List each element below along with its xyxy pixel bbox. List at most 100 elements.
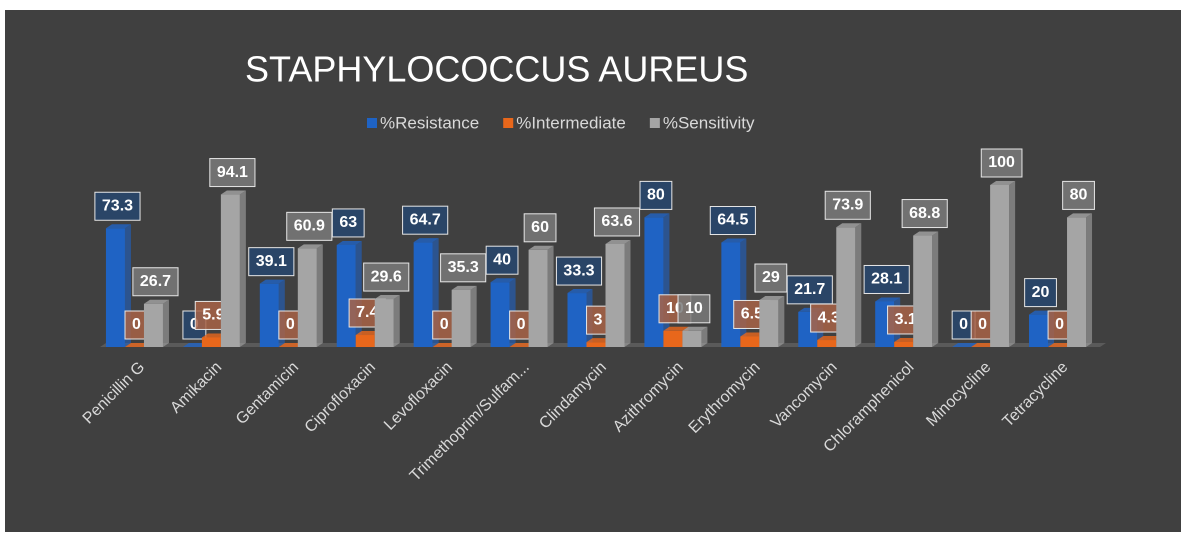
bar-side bbox=[547, 245, 554, 347]
data-label-box bbox=[331, 208, 365, 238]
data-label: 39.1 bbox=[248, 247, 295, 277]
bar bbox=[990, 185, 1010, 347]
legend-label: %Sensitivity bbox=[663, 113, 755, 132]
bar bbox=[336, 244, 356, 347]
bar-side bbox=[355, 240, 362, 347]
data-label-text: 60.9 bbox=[294, 218, 325, 235]
data-label-text: 0 bbox=[1055, 316, 1064, 333]
bar bbox=[721, 242, 741, 347]
data-label-text: 63.6 bbox=[601, 213, 632, 230]
bar-side bbox=[855, 223, 862, 347]
data-label-text: 100 bbox=[988, 154, 1015, 171]
data-label-box bbox=[824, 190, 871, 220]
legend-swatch bbox=[503, 118, 514, 128]
data-label-box bbox=[754, 263, 788, 293]
data-label-text: 3 bbox=[594, 311, 603, 328]
bar bbox=[586, 342, 606, 347]
data-label-text: 26.7 bbox=[140, 273, 171, 290]
bar-top bbox=[971, 343, 997, 347]
data-label-text: 28.1 bbox=[871, 271, 902, 288]
bar bbox=[605, 243, 625, 347]
bar-top bbox=[721, 238, 747, 243]
bar-top bbox=[201, 333, 227, 338]
bar-top bbox=[451, 285, 477, 290]
bar-top bbox=[663, 326, 689, 331]
data-label-box bbox=[593, 207, 641, 237]
bar bbox=[913, 235, 933, 347]
data-label-text: 0 bbox=[286, 316, 295, 333]
data-label-text: 0 bbox=[440, 316, 449, 333]
bar-top bbox=[1048, 343, 1074, 347]
bar bbox=[374, 299, 394, 347]
bar-side bbox=[624, 239, 631, 347]
bar-top bbox=[1067, 213, 1093, 218]
data-label-box bbox=[709, 206, 756, 236]
bar-top bbox=[644, 213, 670, 218]
data-label: 68.8 bbox=[901, 199, 948, 229]
bar-top bbox=[759, 296, 785, 301]
bar-top bbox=[220, 190, 246, 195]
bar bbox=[528, 249, 548, 347]
bar bbox=[836, 227, 856, 347]
data-label-box bbox=[440, 253, 487, 283]
bar-side bbox=[740, 238, 747, 347]
bar-top bbox=[894, 337, 920, 342]
data-label: 35.3 bbox=[440, 253, 487, 283]
bar-top bbox=[605, 239, 631, 244]
bar-top bbox=[952, 343, 978, 347]
bar-top bbox=[124, 343, 150, 347]
data-label-box bbox=[363, 262, 410, 292]
bar-top bbox=[817, 336, 843, 341]
legend-label: %Intermediate bbox=[516, 113, 626, 132]
data-label-text: 21.7 bbox=[794, 281, 825, 298]
legend-label: %Resistance bbox=[380, 113, 479, 132]
bar-top bbox=[182, 343, 208, 347]
data-label-box bbox=[1024, 278, 1057, 308]
data-label-box bbox=[248, 247, 295, 277]
data-label-text: 0 bbox=[190, 316, 199, 333]
data-label-box bbox=[786, 275, 833, 305]
bar bbox=[663, 330, 683, 347]
bar-top bbox=[586, 338, 612, 343]
data-label-box bbox=[402, 205, 449, 235]
data-label-text: 94.1 bbox=[217, 164, 248, 181]
bar-side bbox=[663, 213, 670, 347]
bar-side bbox=[1009, 181, 1016, 347]
bar-top bbox=[509, 343, 535, 347]
bar-side bbox=[239, 190, 246, 347]
data-label-box bbox=[94, 191, 141, 221]
bar-top bbox=[355, 331, 381, 336]
data-label-box bbox=[523, 213, 557, 243]
data-label: 73.3 bbox=[94, 191, 141, 221]
data-label-box bbox=[555, 256, 603, 286]
bar-top bbox=[278, 343, 304, 347]
data-label: 29.6 bbox=[363, 262, 410, 292]
bar-top bbox=[567, 289, 593, 294]
data-label: 80 bbox=[639, 180, 673, 210]
bar bbox=[682, 330, 702, 347]
bar-top bbox=[740, 332, 766, 337]
bar-top bbox=[336, 240, 362, 245]
bar bbox=[259, 283, 279, 347]
data-label-text: 29.6 bbox=[371, 268, 402, 285]
data-label: 33.3 bbox=[555, 256, 603, 286]
bar bbox=[490, 282, 510, 347]
data-label: 100 bbox=[980, 148, 1023, 178]
data-label: 64.5 bbox=[709, 206, 756, 236]
bar-side bbox=[470, 285, 477, 347]
bar-top bbox=[432, 343, 458, 347]
data-label: 20 bbox=[1024, 278, 1057, 308]
data-label-text: 10 bbox=[685, 300, 703, 317]
data-label-box bbox=[286, 211, 333, 241]
data-label-text: 0 bbox=[132, 316, 141, 333]
data-label-box bbox=[132, 267, 179, 297]
data-label: 0 bbox=[124, 310, 149, 340]
data-label-text: 0 bbox=[517, 316, 526, 333]
data-label-text: 80 bbox=[1070, 187, 1088, 204]
data-label: 28.1 bbox=[863, 264, 910, 294]
data-label-text: 5.9 bbox=[202, 307, 224, 324]
bar-side bbox=[162, 299, 169, 347]
bar bbox=[894, 341, 914, 347]
bar-top bbox=[990, 181, 1016, 185]
